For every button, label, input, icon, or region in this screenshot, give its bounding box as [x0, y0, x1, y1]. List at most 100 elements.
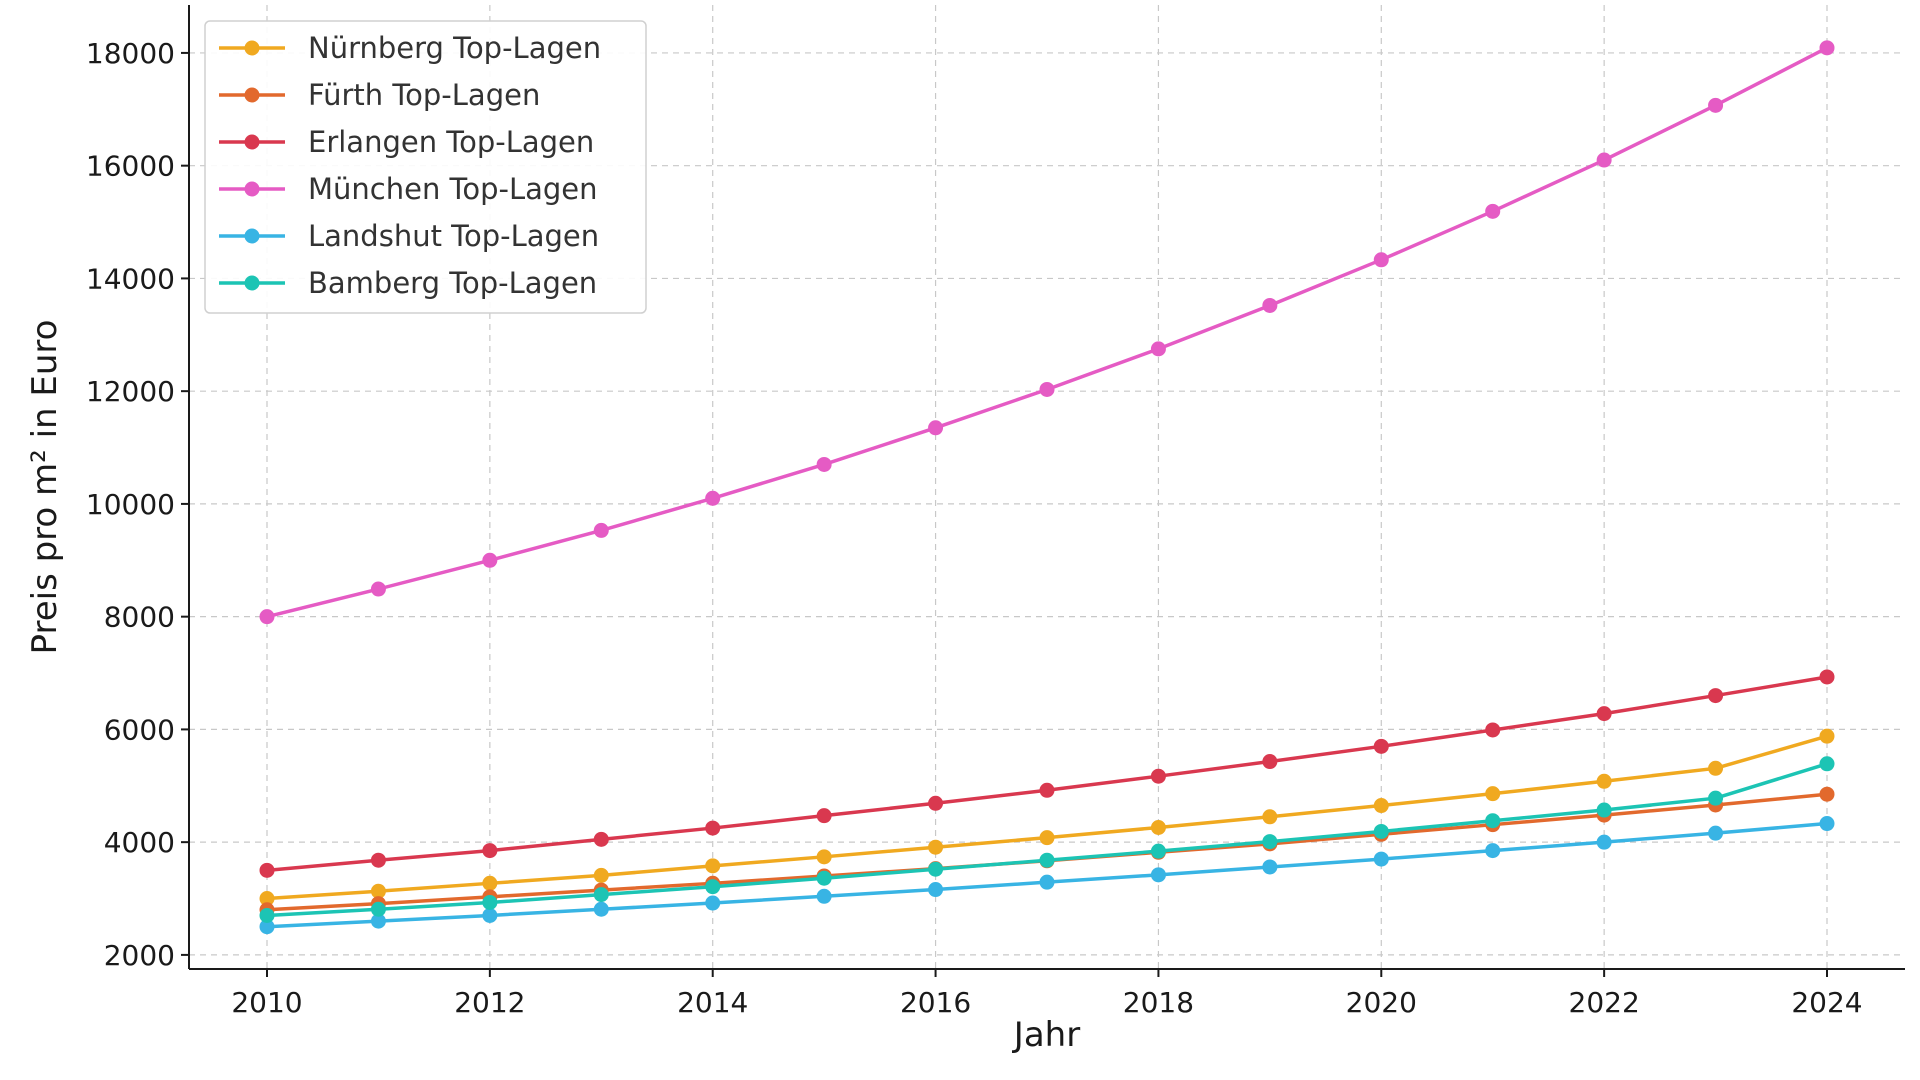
data-point [928, 839, 944, 855]
data-point [816, 888, 832, 904]
data-point [259, 862, 275, 878]
data-point [1262, 809, 1278, 825]
data-point [1485, 843, 1501, 859]
legend-item: München Top-Lagen [219, 172, 598, 206]
legend-label: Bamberg Top-Lagen [308, 266, 597, 300]
data-point [816, 870, 832, 886]
legend-box [204, 20, 647, 314]
legend-item: Landshut Top-Lagen [219, 219, 599, 253]
data-point [1262, 297, 1278, 313]
data-point [593, 901, 609, 917]
data-point [1039, 852, 1055, 868]
legend-item: Bamberg Top-Lagen [219, 266, 597, 300]
data-point [370, 913, 386, 929]
data-point [1596, 706, 1612, 722]
data-point [370, 883, 386, 899]
data-point [1819, 816, 1835, 832]
data-point [1708, 688, 1724, 704]
x-tick-label: 2018 [1123, 986, 1194, 1019]
data-point [816, 456, 832, 472]
data-point [482, 552, 498, 568]
data-point [816, 849, 832, 865]
legend-item: Erlangen Top-Lagen [219, 125, 594, 159]
y-tick-label: 12000 [86, 375, 175, 408]
tick-labels: 2010 2012 2014 2016 2018 2020 2022 2024 2000 4000… [86, 37, 1863, 1019]
legend-marker [244, 228, 260, 244]
data-point [370, 852, 386, 868]
x-tick-label: 2022 [1569, 986, 1640, 1019]
data-point [705, 879, 721, 895]
legend-label: Landshut Top-Lagen [308, 219, 599, 253]
x-tick-label: 2012 [454, 986, 525, 1019]
y-tick-label: 6000 [104, 713, 175, 746]
series-2 [259, 669, 1835, 878]
data-point [1596, 802, 1612, 818]
data-point [928, 420, 944, 436]
data-point [259, 907, 275, 923]
data-point [1708, 97, 1724, 113]
legend-marker [244, 134, 260, 150]
x-tick-label: 2010 [231, 986, 302, 1019]
legend: Nürnberg Top-Lagen Fürth Top-Lagen Erlange… [204, 20, 647, 314]
x-tick-label: 2016 [900, 986, 971, 1019]
data-point [1373, 851, 1389, 867]
data-point [370, 581, 386, 597]
y-tick-label: 10000 [86, 488, 175, 521]
data-point [928, 882, 944, 898]
series [259, 40, 1835, 935]
data-point [482, 894, 498, 910]
data-point [1262, 859, 1278, 875]
y-tick-label: 14000 [86, 262, 175, 295]
data-point [1485, 786, 1501, 802]
data-point [1039, 782, 1055, 798]
data-point [1485, 722, 1501, 738]
y-tick-label: 2000 [104, 939, 175, 972]
legend-marker [244, 181, 260, 197]
data-point [1039, 874, 1055, 890]
legend-item: Nürnberg Top-Lagen [219, 31, 601, 65]
data-point [1150, 768, 1166, 784]
legend-marker [244, 87, 260, 103]
data-point [593, 887, 609, 903]
legend-label: Erlangen Top-Lagen [308, 125, 594, 159]
data-point [1819, 756, 1835, 772]
data-point [705, 895, 721, 911]
data-point [1819, 40, 1835, 56]
data-point [1373, 823, 1389, 839]
data-point [370, 901, 386, 917]
data-point [259, 891, 275, 907]
data-point [1596, 773, 1612, 789]
data-point [593, 522, 609, 538]
data-point [928, 861, 944, 877]
data-point [1708, 760, 1724, 776]
legend-marker [244, 40, 260, 56]
data-point [1819, 669, 1835, 685]
x-tick-label: 2020 [1346, 986, 1417, 1019]
data-point [1373, 798, 1389, 814]
data-point [1373, 252, 1389, 268]
series-3 [259, 40, 1835, 625]
data-point [1373, 738, 1389, 754]
x-axis-title: Jahr [1012, 1015, 1080, 1055]
legend-label: Fürth Top-Lagen [308, 78, 540, 112]
y-axis-title: Preis pro m² in Euro [25, 320, 65, 655]
data-point [259, 609, 275, 625]
data-point [482, 907, 498, 923]
y-tick-label: 16000 [86, 150, 175, 183]
series-0 [259, 728, 1835, 907]
legend-marker [244, 275, 260, 291]
data-point [1150, 341, 1166, 357]
x-tick-label: 2014 [677, 986, 748, 1019]
data-point [705, 820, 721, 836]
series-4 [259, 816, 1835, 935]
data-point [1708, 790, 1724, 806]
data-point [705, 858, 721, 874]
y-tick-label: 18000 [86, 37, 175, 70]
data-point [705, 490, 721, 506]
data-point [1596, 834, 1612, 850]
data-point [482, 875, 498, 891]
data-point [1819, 786, 1835, 802]
data-point [1485, 813, 1501, 829]
